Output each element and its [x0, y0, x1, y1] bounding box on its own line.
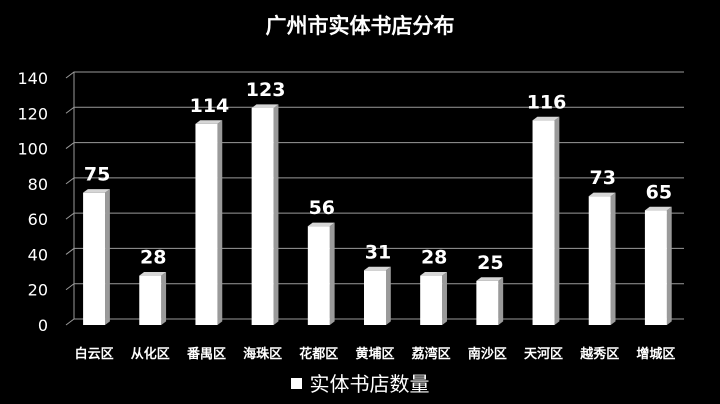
gridlines: [65, 71, 684, 326]
y-tick-label: 40: [28, 245, 48, 264]
data-label: 28: [140, 247, 166, 269]
bar-front: [83, 192, 106, 325]
bars: [83, 104, 672, 326]
bar-front: [644, 210, 667, 325]
bar-side: [161, 272, 167, 325]
bar: [364, 266, 391, 325]
bar-top: [83, 189, 110, 193]
bar-side: [273, 104, 279, 326]
bar: [532, 116, 560, 325]
y-axis-ticks: 0 20 40 60 80 100 120 140: [17, 69, 48, 335]
legend: 实体书店数量: [0, 368, 720, 397]
legend-label: 实体书店数量: [309, 372, 430, 396]
y-tick-label: 0: [38, 316, 48, 335]
bar-top: [420, 272, 447, 276]
gridline: [65, 142, 684, 149]
y-tick-label: 100: [17, 140, 48, 159]
x-tick-label: 从化区: [131, 346, 170, 362]
bar: [195, 120, 223, 326]
bar-front: [195, 123, 218, 325]
bar-top: [195, 120, 223, 124]
bar-front: [251, 107, 274, 325]
x-tick-label: 越秀区: [579, 346, 619, 362]
data-label: 73: [590, 167, 616, 189]
bar: [476, 277, 504, 325]
bar: [83, 189, 110, 325]
bar-side: [105, 189, 110, 325]
x-tick-label: 增城区: [636, 346, 675, 362]
data-label: 25: [477, 252, 503, 274]
y-tick-label: 60: [28, 210, 48, 229]
chart-title: 广州市实体书店分布: [265, 14, 455, 38]
x-tick-label: 南沙区: [468, 346, 507, 362]
bar-side: [666, 206, 672, 325]
data-label: 116: [527, 91, 567, 113]
bar-side: [442, 272, 447, 325]
bar-front: [139, 275, 162, 325]
bar-top: [644, 206, 672, 211]
bar-front: [588, 196, 611, 325]
bar-front: [476, 280, 499, 325]
bar-top: [476, 277, 504, 281]
x-tick-label: 白云区: [75, 346, 114, 362]
data-label: 75: [84, 164, 110, 186]
x-tick-label: 花都区: [299, 346, 338, 362]
data-labels: 75 28 114 123 56 31 28 25 116 73 65: [84, 79, 672, 274]
data-label: 56: [309, 197, 335, 219]
x-tick-label: 黄埔区: [355, 346, 394, 362]
bar-side: [386, 266, 391, 325]
bar: [251, 104, 279, 326]
data-label: 31: [365, 241, 391, 263]
gridline: [65, 106, 684, 114]
bar: [644, 206, 672, 325]
bar-top: [588, 192, 616, 197]
bar-side: [554, 116, 560, 325]
x-tick-label: 天河区: [524, 346, 563, 362]
data-label: 114: [190, 95, 230, 117]
y-tick-label: 80: [28, 175, 48, 194]
bar: [307, 222, 335, 325]
data-label: 65: [646, 181, 672, 203]
y-tick-label: 20: [28, 281, 48, 300]
bar-top: [139, 272, 167, 276]
x-tick-label: 海珠区: [243, 346, 282, 362]
bar-front: [532, 120, 555, 325]
x-tick-label: 荔湾区: [411, 346, 451, 362]
legend-swatch: [290, 378, 302, 389]
bar-side: [498, 277, 504, 325]
bar-top: [251, 104, 279, 108]
bar-front: [420, 275, 443, 325]
data-label: 28: [421, 247, 447, 269]
gridline: [65, 71, 684, 79]
bar-front: [364, 270, 386, 325]
data-label: 123: [246, 79, 286, 101]
bar: [139, 272, 167, 325]
bar: [588, 192, 616, 325]
bar-side: [329, 222, 335, 325]
x-axis-ticks: 白云区 从化区 番禺区 海珠区 花都区 黄埔区 荔湾区 南沙区 天河区 越秀区 增城区: [75, 346, 676, 362]
bar-top: [532, 116, 560, 121]
bar-side: [217, 120, 223, 326]
bar-side: [610, 192, 616, 325]
y-tick-label: 120: [17, 104, 48, 123]
bar-top: [307, 222, 335, 227]
x-tick-label: 番禺区: [186, 346, 226, 362]
bar-front: [307, 226, 330, 325]
bar-top: [364, 266, 391, 271]
bar: [420, 272, 447, 325]
y-tick-label: 140: [17, 69, 48, 88]
